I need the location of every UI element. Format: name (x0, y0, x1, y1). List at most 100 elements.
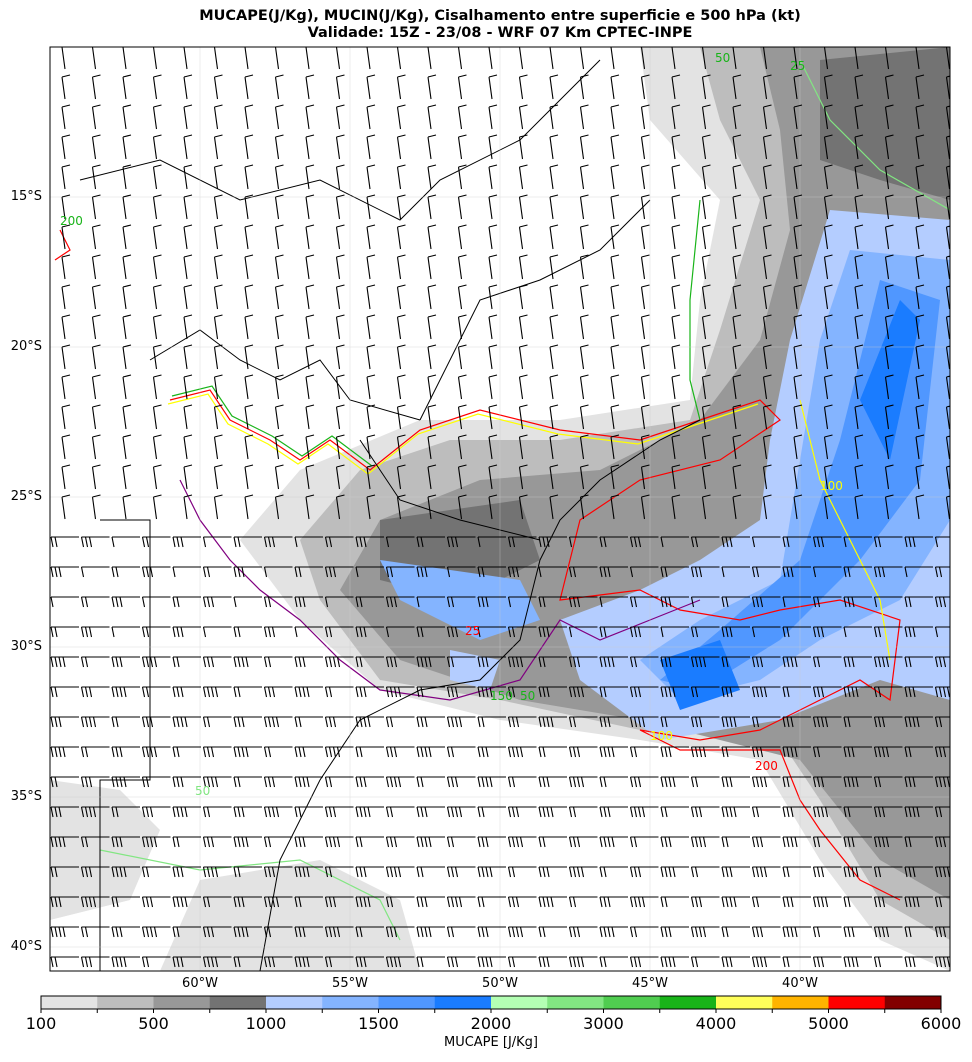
colorbar-bin (491, 996, 548, 1009)
wind-barb (579, 494, 589, 520)
wind-barb (843, 596, 872, 608)
wind-barb (477, 536, 506, 548)
wind-barb (183, 344, 193, 370)
wind-barb (507, 566, 537, 578)
wind-barb (721, 896, 750, 908)
wind-barb (579, 344, 589, 370)
wind-barb (80, 566, 110, 578)
wind-barb (751, 746, 781, 758)
wind-barb (701, 404, 711, 430)
wind-barb (568, 686, 598, 698)
wind-barb (671, 194, 681, 220)
wind-barb (446, 836, 476, 848)
wind-barb (823, 104, 833, 130)
wind-barb (385, 536, 415, 548)
wind-barb (629, 686, 659, 698)
wind-barb (884, 374, 894, 400)
wind-barb (91, 47, 97, 70)
mucape-shading (50, 47, 950, 971)
wind-barb (141, 566, 171, 578)
wind-barb (793, 284, 803, 310)
wind-barb (111, 896, 140, 908)
colorbar (40, 995, 942, 1013)
wind-barb (477, 956, 506, 968)
wind-barb (671, 374, 681, 400)
wind-barb (274, 404, 284, 430)
wind-barb (91, 494, 101, 520)
wind-barb (579, 104, 589, 130)
wind-barb (305, 464, 315, 490)
wind-barb (762, 74, 772, 100)
wind-barb (915, 464, 925, 490)
wind-barb (610, 254, 620, 280)
wind-barb (721, 686, 750, 698)
wind-barb (671, 224, 681, 250)
wind-barb (335, 284, 345, 310)
wind-barb (640, 404, 650, 430)
wind-barb (599, 746, 628, 758)
wind-barb (274, 314, 284, 340)
wind-barb (732, 374, 742, 400)
wind-barb (640, 164, 650, 190)
wind-barb (274, 164, 284, 190)
wind-barb (172, 566, 201, 578)
wind-barb (640, 104, 650, 130)
wind-barb (141, 956, 171, 968)
wind-barb (812, 866, 842, 878)
wind-barb (579, 164, 589, 190)
wind-barb (183, 224, 193, 250)
wind-barb (751, 536, 781, 548)
wind-barb (884, 47, 890, 70)
wind-barb (183, 47, 188, 70)
wind-barb (244, 194, 254, 220)
wind-barb (762, 47, 768, 70)
wind-barb (507, 596, 537, 608)
wind-barb (823, 224, 833, 250)
wind-barb (884, 344, 894, 370)
wind-barb (732, 404, 742, 430)
wind-barb (701, 314, 711, 340)
wind-barb (549, 224, 559, 250)
wind-barb (843, 776, 872, 788)
wind-barb (263, 566, 293, 578)
wind-barb (202, 956, 232, 968)
wind-barb (782, 806, 811, 818)
colorbar-tick-label: 3000 (583, 1014, 624, 1033)
wind-barb (446, 566, 476, 578)
wind-barb (274, 254, 284, 280)
wind-barb (579, 464, 589, 490)
wind-barb (488, 254, 498, 280)
wind-barb (549, 134, 559, 160)
wind-barb (305, 404, 315, 430)
colorbar-bin (828, 996, 886, 1009)
wind-barb (671, 134, 681, 160)
wind-barb (122, 194, 132, 220)
wind-barb (873, 626, 903, 638)
wind-barb (549, 494, 559, 520)
wind-barb (610, 314, 620, 340)
wind-barb (751, 806, 781, 818)
wind-barb (579, 404, 589, 430)
wind-barb (294, 626, 323, 638)
wind-barb (213, 494, 223, 520)
wind-barb (762, 494, 772, 520)
wind-barb (91, 74, 101, 100)
wind-barb (50, 806, 79, 818)
wind-barb (782, 596, 811, 608)
wind-barb (538, 866, 567, 878)
wind-barb (599, 776, 628, 788)
wind-barb (305, 47, 310, 70)
wind-barb (446, 596, 476, 608)
contour-label: 25 (790, 59, 805, 73)
wind-barb (416, 806, 445, 818)
wind-barb (751, 626, 781, 638)
wind-barb (244, 74, 254, 100)
wind-barb (122, 134, 132, 160)
wind-barb (122, 494, 132, 520)
wind-barb (416, 746, 445, 758)
wind-barb (599, 596, 628, 608)
wind-barb (538, 686, 567, 698)
wind-barb (823, 134, 833, 160)
wind-barb (721, 956, 750, 968)
colorbar-bin (378, 996, 436, 1009)
